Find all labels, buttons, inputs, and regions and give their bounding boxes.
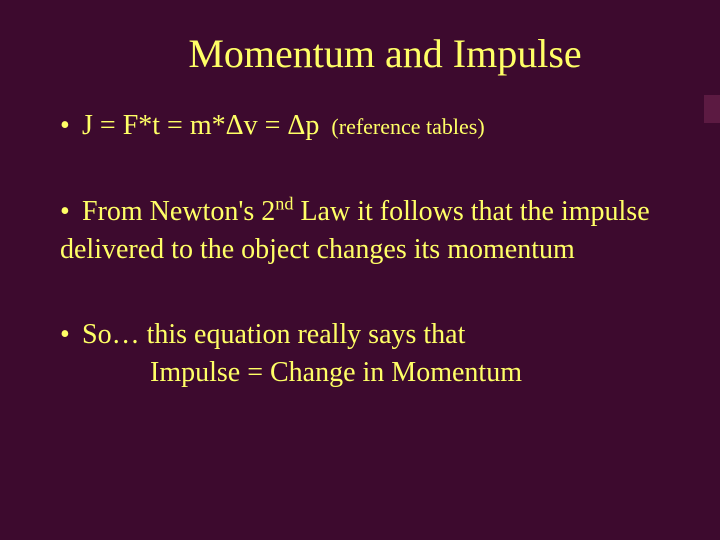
bullet-mark-icon: • (60, 316, 82, 354)
bullet-2: •From Newton's 2nd Law it follows that t… (60, 193, 670, 269)
bullet-1: •J = F*t = m*Δv = Δp (reference tables) (60, 107, 670, 145)
bullet-3-line2: Impulse = Change in Momentum (150, 354, 670, 392)
b2-sup: nd (275, 193, 293, 213)
equation-text: J = F*t = m*Δv = Δp (82, 110, 319, 141)
reference-text: (reference tables) (331, 114, 484, 139)
bullet-3: •So… this equation really says that (60, 316, 670, 354)
bullet-2-text: From Newton's 2nd Law it follows that th… (60, 196, 650, 265)
b2-prefix: From Newton's 2 (82, 196, 275, 227)
slide-edge-accent (704, 95, 720, 123)
bullet-mark-icon: • (60, 107, 82, 145)
bullet-3-line1: So… this equation really says that (82, 319, 465, 350)
bullet-mark-icon: • (60, 193, 82, 231)
slide: Momentum and Impulse •J = F*t = m*Δv = Δ… (0, 0, 720, 540)
slide-title: Momentum and Impulse (60, 30, 670, 77)
